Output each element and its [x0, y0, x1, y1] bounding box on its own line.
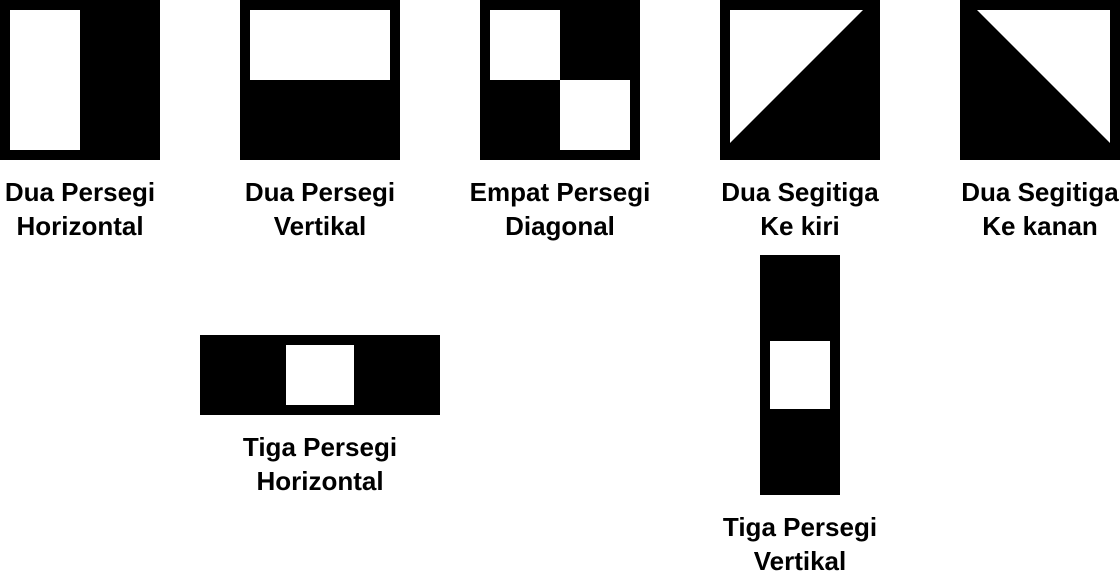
white-triangle [977, 10, 1110, 143]
feature-caption: Tiga Persegi Vertikal [680, 510, 920, 578]
feature-caption: Dua Segitiga Ke kanan [920, 175, 1120, 243]
caption-line-2: Horizontal [256, 466, 384, 496]
caption-line-1: Empat Persegi [469, 177, 651, 207]
caption-line-1: Dua Segitiga [961, 177, 1119, 207]
triangle-shape [977, 10, 1110, 143]
caption-line-1: Dua Persegi [4, 177, 156, 207]
caption-line-1: Dua Segitiga [721, 177, 879, 207]
feature-tile [240, 0, 400, 160]
caption-line-2: Diagonal [505, 211, 615, 241]
feature-caption: Dua Segitiga Ke kiri [680, 175, 920, 243]
feature-caption: Empat Persegi Diagonal [440, 175, 680, 243]
caption-line-1: Dua Persegi [244, 177, 396, 207]
feature-tile [720, 0, 880, 160]
feature-caption: Tiga Persegi Horizontal [200, 430, 440, 498]
caption-line-1: Tiga Persegi [722, 512, 878, 542]
feature-tile [960, 0, 1120, 160]
white-region [286, 345, 354, 405]
caption-line-2: Vertikal [753, 546, 847, 576]
feature-tile [760, 255, 840, 495]
caption-line-2: Vertikal [273, 211, 367, 241]
triangle-shape [730, 10, 863, 143]
caption-line-2: Ke kiri [760, 211, 840, 241]
white-triangle [730, 10, 863, 143]
white-region [770, 341, 830, 409]
feature-tile [480, 0, 640, 160]
white-region [560, 80, 630, 150]
feature-tile [0, 0, 160, 160]
white-region [250, 10, 390, 80]
caption-line-2: Ke kanan [982, 211, 1098, 241]
feature-tile [200, 335, 440, 415]
feature-caption: Dua Persegi Horizontal [0, 175, 200, 243]
white-region [10, 10, 80, 150]
feature-caption: Dua Persegi Vertikal [200, 175, 440, 243]
white-region [490, 10, 560, 80]
caption-line-2: Horizontal [16, 211, 144, 241]
caption-line-1: Tiga Persegi [242, 432, 398, 462]
